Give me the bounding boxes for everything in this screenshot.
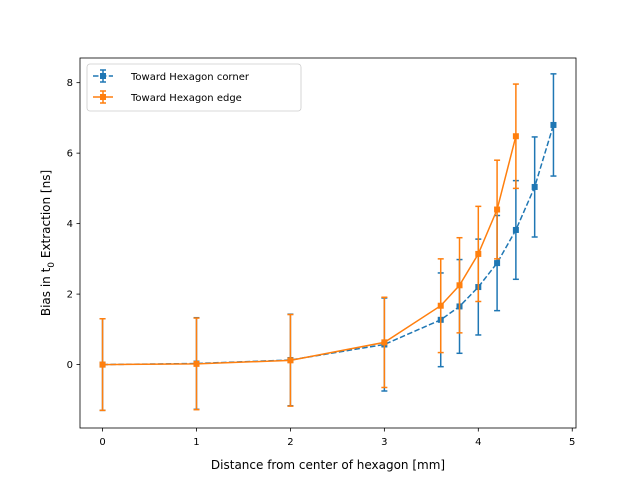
data-point (531, 183, 538, 190)
legend-box (86, 63, 302, 112)
y-axis-label-main: Bias in t (39, 267, 53, 316)
y-tick-label: 6 (67, 149, 73, 160)
y-tick-label: 8 (67, 78, 73, 89)
legend-entry: Toward Hexagon edge (93, 90, 242, 104)
data-point (550, 121, 557, 128)
data-point (512, 133, 519, 140)
plot-frame (79, 57, 577, 429)
y-axis-label-subscript: 0 (47, 262, 57, 268)
legend-entry: Toward Hexagon corner (93, 69, 250, 83)
x-tick-label: 5 (569, 437, 575, 448)
x-tick-label: 4 (475, 437, 481, 448)
data-point (494, 260, 501, 267)
data-point (512, 226, 519, 233)
data-point (287, 357, 294, 364)
plot-area (80, 58, 576, 428)
data-point (437, 302, 444, 309)
legend: Toward Hexagon corner Toward Hexagon edge (86, 63, 302, 112)
legend-marker (100, 73, 106, 79)
y-axis-label: Bias in t0 Extraction [ns] (39, 170, 57, 316)
legend-marker (100, 94, 106, 100)
legend-label: Toward Hexagon edge (130, 93, 242, 104)
data-point (193, 360, 200, 367)
data-point (456, 282, 463, 289)
x-tick-label: 0 (99, 437, 105, 448)
data-point (494, 206, 501, 213)
series-edge (99, 83, 519, 412)
y-tick-label: 2 (67, 290, 73, 301)
x-tick-label: 3 (381, 437, 387, 448)
y-tick-label: 0 (67, 360, 73, 371)
data-point (99, 361, 106, 368)
y-axis-label-tail: Extraction [ns] (39, 170, 53, 262)
x-tick-label: 1 (193, 437, 199, 448)
x-tick-label: 2 (287, 437, 293, 448)
data-point (381, 339, 388, 346)
data-point (475, 250, 482, 257)
x-axis-label: Distance from center of hexagon [mm] (211, 458, 445, 472)
y-tick-label: 4 (67, 219, 73, 230)
legend-label: Toward Hexagon corner (130, 72, 250, 83)
